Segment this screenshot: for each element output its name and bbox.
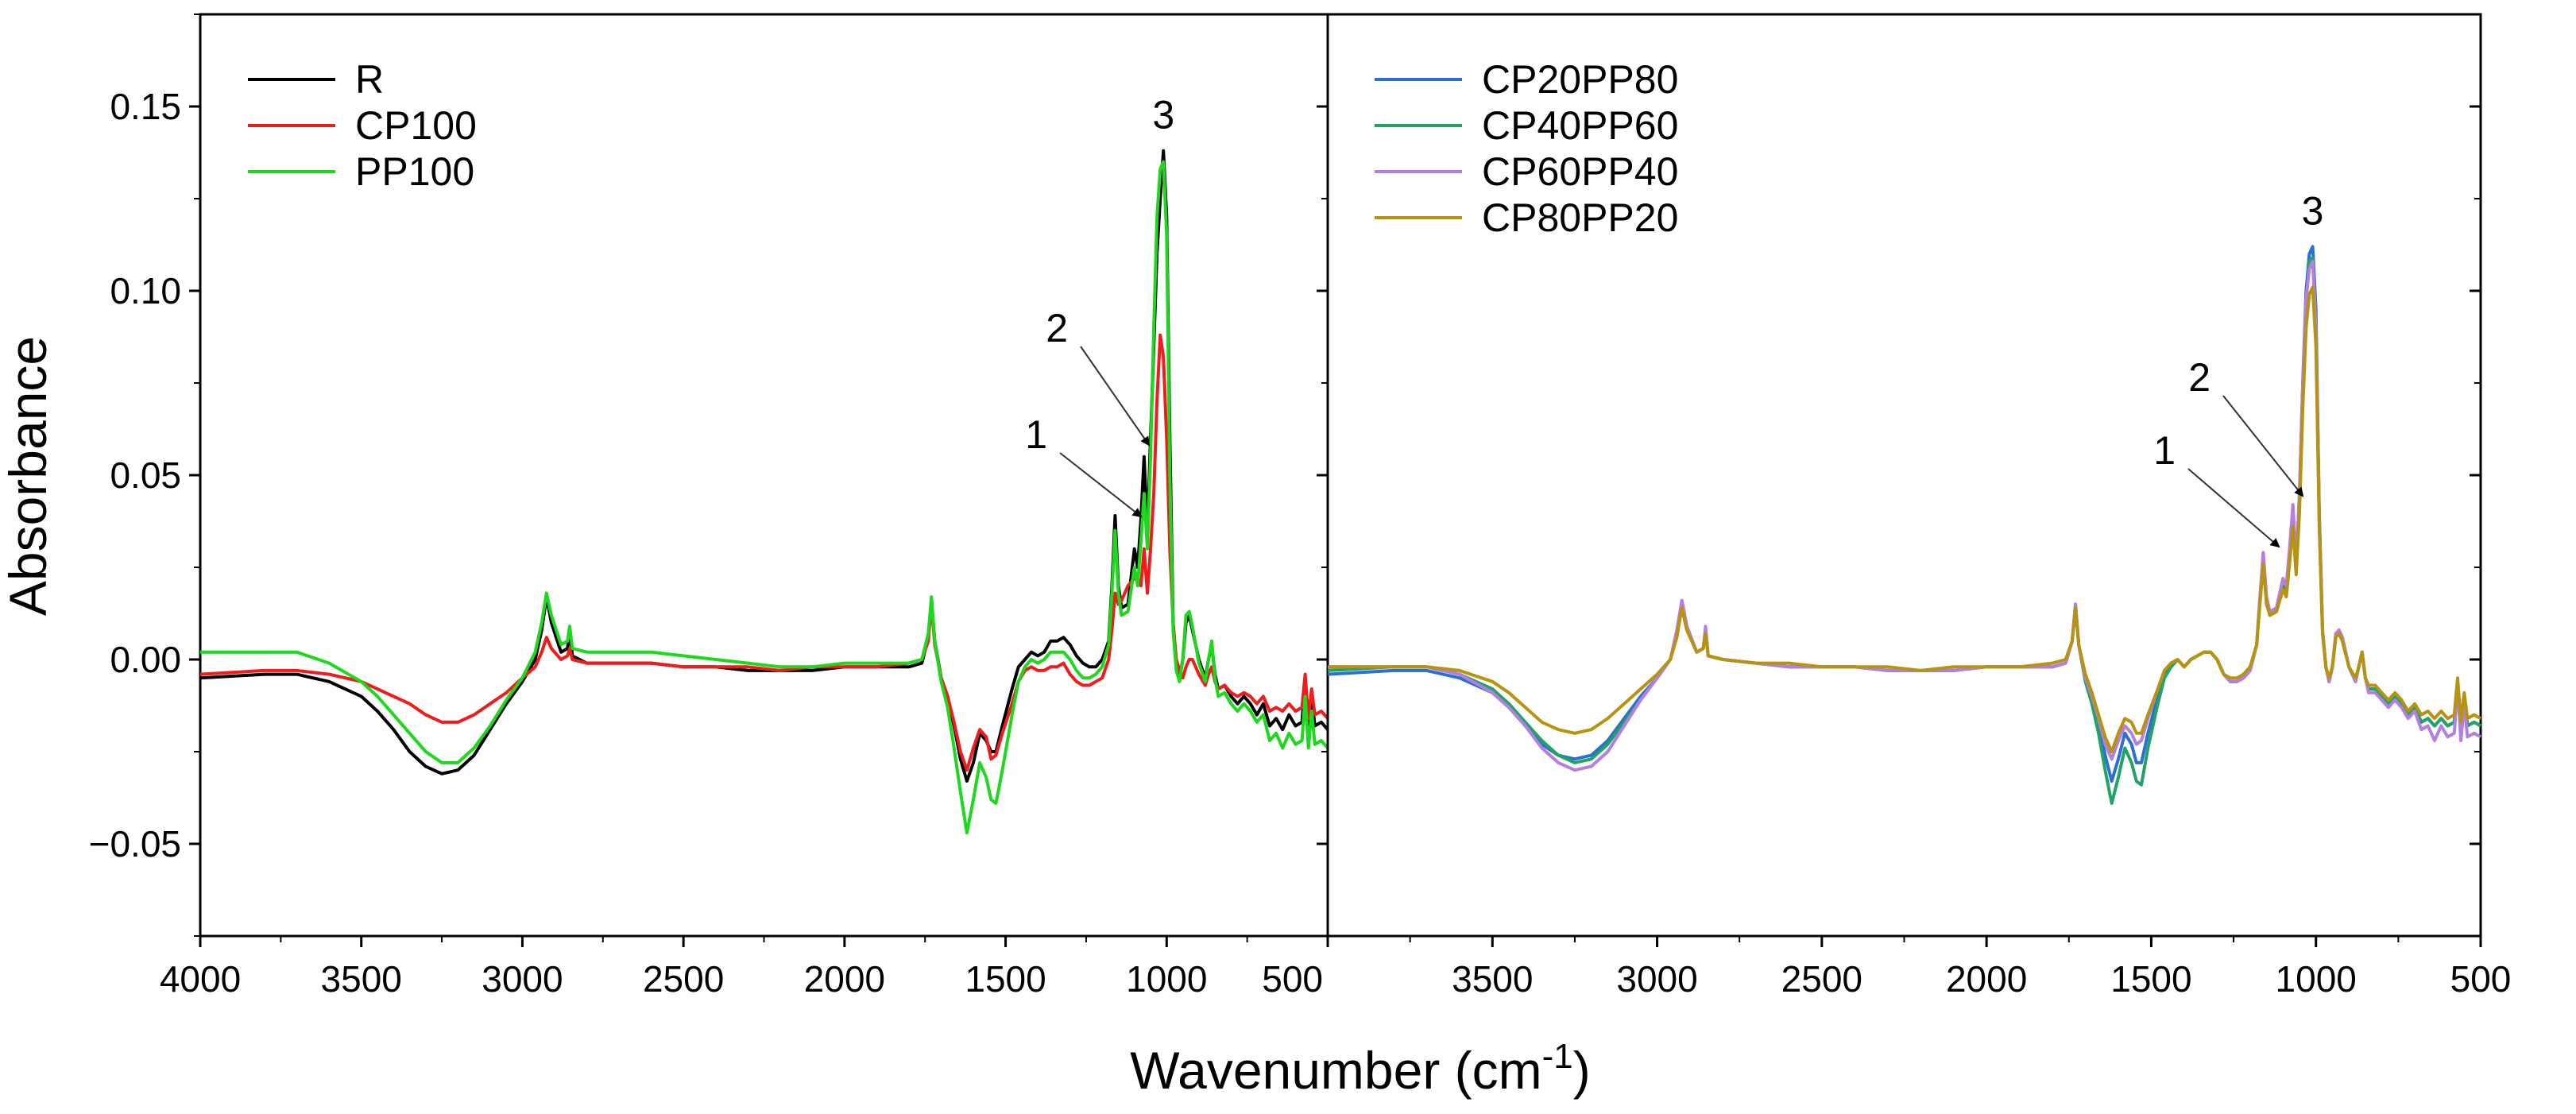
legend-label: CP40PP60 xyxy=(1482,103,1678,148)
annotation-label-3: 3 xyxy=(1152,93,1174,137)
x-tick-label: 1000 xyxy=(1126,958,1207,1000)
annotation-label-3: 3 xyxy=(2302,188,2324,233)
x-tick-label: 1500 xyxy=(2110,958,2191,1000)
series-line-PP100 xyxy=(200,160,1329,835)
legend-label: CP100 xyxy=(355,103,477,148)
annotation-arrow-2 xyxy=(1080,346,1151,447)
x-tick-label: 1000 xyxy=(2276,958,2357,1000)
legend-label: PP100 xyxy=(355,149,474,194)
annotation-label-1: 1 xyxy=(1025,412,1047,457)
x-axis-label-superscript: -1 xyxy=(1542,1037,1573,1076)
x-axis-label-close: ) xyxy=(1573,1041,1591,1100)
annotation-label-2: 2 xyxy=(2188,355,2210,400)
legend-label: R xyxy=(355,57,384,102)
x-tick-label: 500 xyxy=(2450,958,2512,1000)
legend-label: CP60PP40 xyxy=(1482,149,1678,194)
series-line-CP80PP20 xyxy=(1328,285,2481,753)
x-tick-label: 2500 xyxy=(1781,958,1862,1000)
annotation-label-1: 1 xyxy=(2153,428,2176,473)
x-tick-label: 4000 xyxy=(160,958,241,1000)
y-axis-label: Absorbance xyxy=(0,336,57,616)
x-tick-label: 1500 xyxy=(965,958,1046,1000)
x-axis-label: Wavenumber (cm-1) xyxy=(1130,1037,1590,1100)
y-tick-label: 0.15 xyxy=(110,86,181,127)
annotation-arrow-2 xyxy=(2222,395,2304,497)
annotation-arrow-1 xyxy=(1059,452,1143,518)
x-tick-label: 500 xyxy=(1262,958,1323,1000)
y-tick-label: 0.00 xyxy=(110,639,181,680)
left-panel: 4000 3500 3000 2500 2000 1500 1000 500 −0.05 0.00… xyxy=(89,13,1329,1000)
x-tick-label: 3500 xyxy=(1452,958,1533,1000)
annotation-arrow-1 xyxy=(2187,468,2280,548)
right-panel: 3500 3000 2500 2000 1500 1000 500 CP20PP80CP40P… xyxy=(1317,13,2512,1000)
x-axis-label-main: Wavenumber (cm xyxy=(1130,1041,1541,1100)
y-tick-label: 0.10 xyxy=(110,270,181,311)
x-tick-label: 3000 xyxy=(1616,958,1697,1000)
series-line-CP100 xyxy=(199,333,1329,772)
y-tick-label: −0.05 xyxy=(89,823,181,865)
y-tick-label: 0.05 xyxy=(110,454,181,496)
x-tick-label: 3000 xyxy=(482,958,563,1000)
x-tick-label: 2500 xyxy=(643,958,724,1000)
x-tick-label: 3500 xyxy=(321,958,402,1000)
legend-label: CP20PP80 xyxy=(1482,57,1678,102)
legend-label: CP80PP20 xyxy=(1482,195,1678,240)
x-tick-label: 2000 xyxy=(1946,958,2027,1000)
annotation-label-2: 2 xyxy=(1046,306,1068,350)
x-tick-label: 2000 xyxy=(804,958,885,1000)
